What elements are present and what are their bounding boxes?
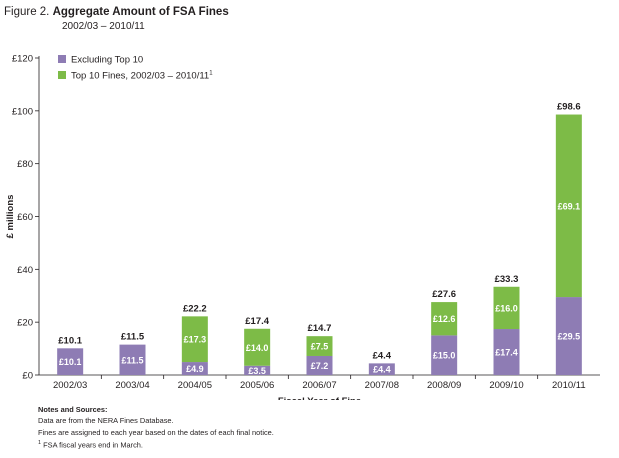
- x-tick-label: 2002/03: [53, 380, 87, 391]
- bar-value-label: £7.5: [311, 342, 329, 352]
- bar-value-label: £29.5: [558, 332, 581, 342]
- bar-value-label: £3.5: [248, 366, 266, 376]
- x-tick-label: 2004/05: [178, 380, 212, 391]
- bar-total-label: £33.3: [495, 274, 519, 285]
- notes-heading: Notes and Sources:: [38, 405, 108, 414]
- x-tick-label: 2010/11: [552, 380, 586, 391]
- bar-total-label: £14.7: [308, 323, 332, 334]
- footnote-mark: 1: [38, 440, 42, 447]
- y-tick-label: £40: [17, 265, 33, 276]
- bar-segment-excluding-top10: [493, 329, 520, 375]
- bar-total-label: £98.6: [557, 102, 581, 113]
- bar-total-label: £4.4: [373, 350, 392, 361]
- x-tick-label: 2008/09: [427, 380, 461, 391]
- bar-value-label: £16.0: [495, 303, 518, 313]
- bar-segment-excluding-top10: [555, 297, 582, 375]
- bar-segment-excluding-top10: [181, 362, 208, 375]
- bar-total-label: £17.4: [245, 316, 269, 327]
- bar-segment-excluding-top10: [431, 335, 458, 375]
- bar-value-label: £10.1: [59, 357, 82, 367]
- legend-swatch-excluding-top10: [58, 55, 66, 63]
- x-tick-label: 2003/04: [115, 380, 149, 391]
- y-tick-label: £100: [12, 106, 33, 117]
- notes-and-sources: Notes and Sources: Data are from the NER…: [38, 404, 274, 451]
- bar-value-label: £12.6: [433, 314, 456, 324]
- bar-total-label: £27.6: [432, 289, 456, 300]
- bar-value-label: £7.2: [311, 361, 329, 371]
- bar-value-label: £15.0: [433, 351, 456, 361]
- bar-segment-excluding-top10: [57, 348, 84, 375]
- bar-segment-top10: [431, 302, 458, 336]
- legend-label-excluding-top10: Excluding Top 10: [71, 55, 143, 66]
- figure-title: Figure 2. Aggregate Amount of FSA Fines: [4, 6, 229, 18]
- bar-total-label: £10.1: [58, 335, 82, 346]
- x-tick-label: 2006/07: [302, 380, 336, 391]
- notes-footnote: 1 FSA fiscal years end in March.: [38, 438, 274, 451]
- notes-line-1: Data are from the NERA Fines Database.: [38, 416, 174, 426]
- bar-total-label: £11.5: [121, 332, 145, 343]
- y-tick-label: £80: [17, 159, 33, 170]
- bar-value-label: £4.9: [186, 364, 204, 374]
- bar-value-label: £17.4: [495, 348, 518, 358]
- x-tick-label: 2009/10: [489, 380, 523, 391]
- bar-value-label: £14.0: [246, 343, 269, 353]
- notes-line-2: Fines are assigned to each year based on…: [38, 427, 274, 437]
- legend-footnote-mark: 1: [209, 71, 213, 77]
- bar-segment-excluding-top10: [119, 344, 146, 375]
- figure-subtitle: 2002/03 – 2010/11: [62, 21, 145, 32]
- bar-value-label: £11.5: [121, 355, 143, 365]
- bar-segment-excluding-top10: [244, 365, 271, 375]
- figure-number: Figure 2.: [4, 6, 50, 18]
- x-tick-label: 2005/06: [240, 380, 274, 391]
- bar-segment-excluding-top10: [368, 363, 395, 375]
- legend-swatch-top10: [58, 71, 66, 79]
- y-tick-label: £120: [12, 54, 33, 65]
- x-tick-label: 2007/08: [365, 380, 399, 391]
- bar-segment-top10: [493, 286, 520, 330]
- bar-segment-excluding-top10: [306, 355, 333, 375]
- y-tick-label: £60: [17, 212, 33, 223]
- footnote-text: FSA fiscal years end in March.: [43, 440, 143, 450]
- y-axis-title: £ millions: [5, 195, 16, 239]
- legend-label-top10: Top 10 Fines, 2002/03 – 2010/111: [71, 71, 213, 82]
- stacked-bar-chart: £0 £20 £40 £60 £80 £100 £120 £ millions £10.1 £10…: [5, 54, 600, 400]
- x-axis-title: Fiscal Year of Fine: [278, 396, 361, 400]
- y-tick-label: £0: [22, 371, 33, 382]
- bar-segment-top10: [306, 336, 333, 356]
- bar-segment-top10: [181, 316, 208, 363]
- bar-value-label: £4.4: [373, 365, 391, 375]
- bar-total-label: £22.2: [183, 303, 207, 314]
- bar-segment-top10: [555, 114, 582, 298]
- figure-title-text: Aggregate Amount of FSA Fines: [52, 6, 229, 18]
- bar-segment-top10: [244, 328, 271, 366]
- bar-value-label: £69.1: [558, 201, 581, 211]
- y-tick-label: £20: [17, 318, 33, 329]
- bar-value-label: £17.3: [184, 335, 207, 345]
